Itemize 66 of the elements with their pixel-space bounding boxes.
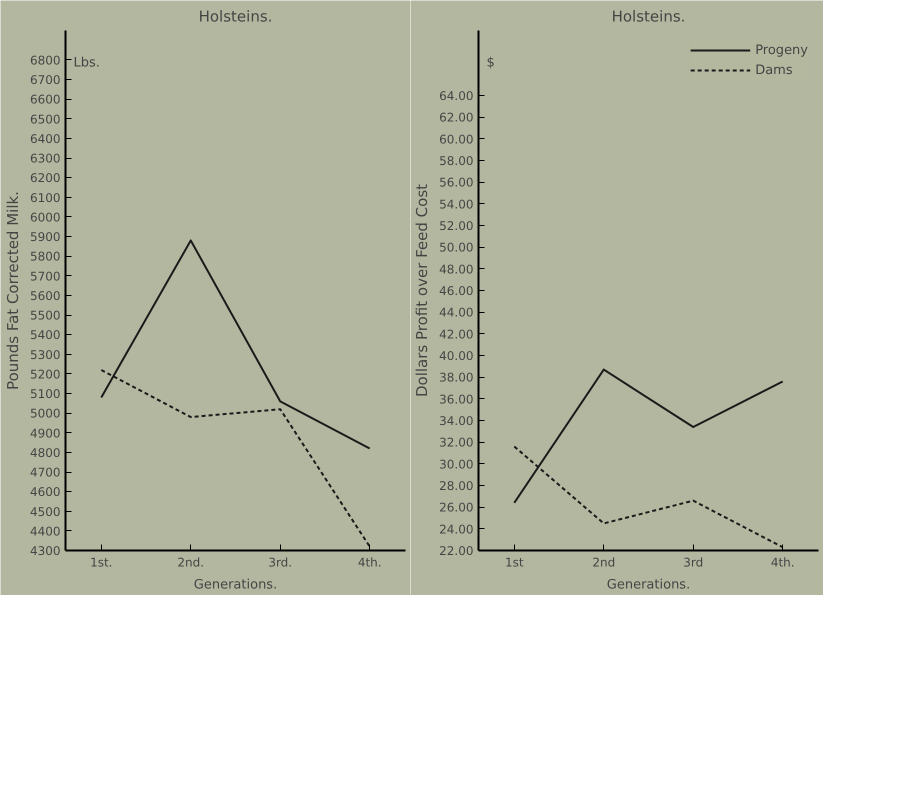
y-tick-label: 5000 <box>30 406 61 421</box>
chart-title: Holsteins. <box>198 8 272 26</box>
legend-label: Progeny <box>755 42 808 58</box>
y-tick-label: 5700 <box>30 269 61 284</box>
y-tick-label: 4900 <box>30 426 61 440</box>
y-tick-label: 54.00 <box>439 197 474 212</box>
annotation: $ <box>486 56 495 70</box>
y-tick-label: 4800 <box>30 446 61 460</box>
y-tick-label: 6800 <box>30 53 61 68</box>
y-tick-label: 4300 <box>30 544 61 558</box>
y-tick-label: 5300 <box>30 348 61 362</box>
y-tick-label: 46.00 <box>439 284 474 298</box>
y-tick-label: 56.00 <box>439 176 474 190</box>
y-tick-label: 32.00 <box>439 436 474 450</box>
y-tick-label: 5100 <box>30 387 61 402</box>
chart-title: Holsteins. <box>612 8 686 26</box>
y-tick-label: 22.00 <box>439 544 474 558</box>
y-tick-label: 5600 <box>30 288 61 303</box>
y-tick-label: 5900 <box>30 230 61 244</box>
y-tick-label: 6400 <box>30 132 61 146</box>
x-axis-title: Generations. <box>194 578 278 592</box>
x-tick-label: 3rd. <box>268 556 292 570</box>
y-tick-label: 5200 <box>30 367 61 382</box>
y-tick-label: 4400 <box>30 524 61 538</box>
y-axis-title: Pounds Fat Corrected Milk. <box>4 191 22 390</box>
y-tick-label: 6200 <box>30 171 61 186</box>
y-tick-label: 6700 <box>30 73 61 88</box>
x-tick-label: 4th. <box>770 556 795 570</box>
x-tick-label: 2nd. <box>177 556 204 570</box>
y-axis-title: Dollars Profit over Feed Cost <box>413 184 432 398</box>
y-tick-label: 5400 <box>30 328 61 342</box>
legend-label: Dams <box>755 62 793 78</box>
x-tick-label: 4th. <box>358 556 382 570</box>
y-tick-label: 38.00 <box>439 370 474 385</box>
y-tick-label: 4500 <box>30 504 61 519</box>
y-tick-label: 42.00 <box>439 327 474 342</box>
y-tick-label: 50.00 <box>439 240 474 255</box>
y-tick-label: 5800 <box>30 250 61 264</box>
y-tick-label: 60.00 <box>439 132 474 146</box>
x-tick-label: 3rd <box>683 556 704 570</box>
y-tick-label: 40.00 <box>439 349 474 363</box>
y-tick-label: 26.00 <box>439 500 474 515</box>
y-tick-label: 4700 <box>30 466 61 480</box>
x-tick-label: 1st <box>504 556 524 570</box>
y-tick-label: 52.00 <box>439 219 474 233</box>
y-tick-label: 58.00 <box>439 154 474 168</box>
y-tick-label: 48.00 <box>439 262 474 276</box>
y-tick-label: 24.00 <box>439 522 474 536</box>
y-tick-label: 62.00 <box>439 110 474 125</box>
y-tick-label: 6100 <box>30 190 61 205</box>
y-tick-label: 6600 <box>30 92 61 107</box>
y-tick-label: 5500 <box>30 308 61 323</box>
x-tick-label: 2nd <box>592 556 616 570</box>
y-tick-label: 36.00 <box>439 392 474 406</box>
annotation: Lbs. <box>74 56 100 70</box>
y-tick-label: 34.00 <box>439 414 474 428</box>
y-tick-label: 6300 <box>30 152 61 166</box>
y-tick-label: 4600 <box>30 485 61 500</box>
y-tick-label: 30.00 <box>439 457 474 472</box>
y-tick-label: 6500 <box>30 112 61 126</box>
y-tick-label: 28.00 <box>439 479 474 493</box>
y-tick-label: 6000 <box>30 210 61 224</box>
y-tick-label: 64.00 <box>439 89 474 103</box>
x-tick-label: 1st. <box>90 556 112 570</box>
x-axis-title: Generations. <box>606 578 690 592</box>
y-tick-label: 44.00 <box>439 306 474 320</box>
